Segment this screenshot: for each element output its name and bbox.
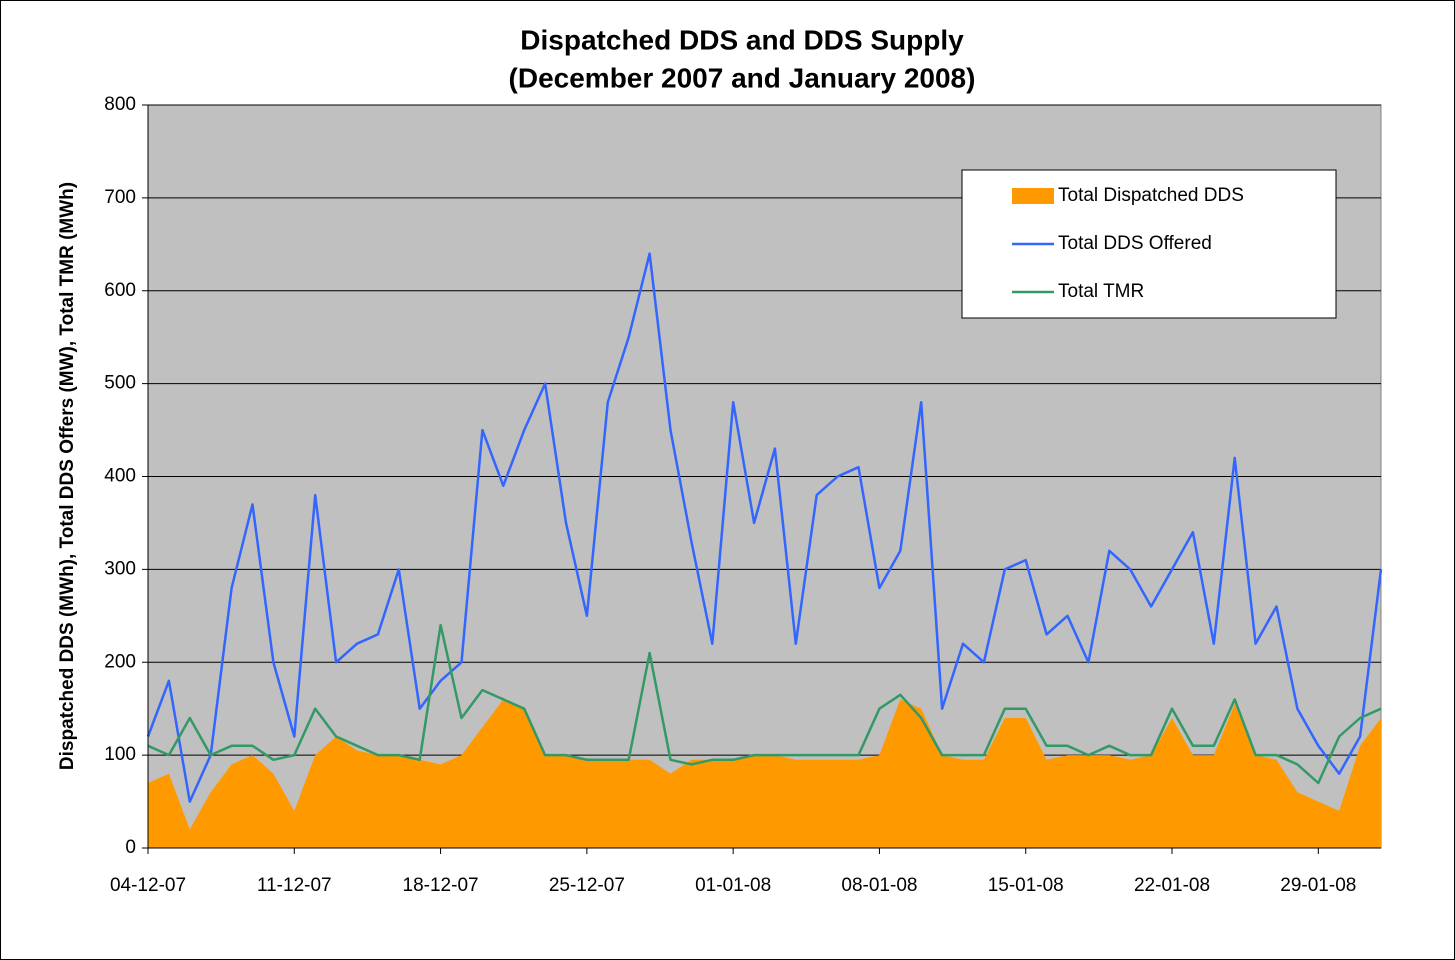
x-tick-label: 15-01-08 xyxy=(988,875,1064,896)
x-tick-label: 29-01-08 xyxy=(1280,875,1356,896)
y-tick-label: 100 xyxy=(104,744,136,765)
line xyxy=(147,623,1382,785)
y-tick-label: 200 xyxy=(104,651,136,672)
y-tick-label: 400 xyxy=(104,466,136,487)
y-tick-label: 600 xyxy=(104,280,136,301)
series-layer xyxy=(146,252,1383,848)
legend-label: Total TMR xyxy=(1058,281,1144,302)
legend-label: Total Dispatched DDS xyxy=(1058,185,1244,206)
y-tick-label: 0 xyxy=(125,837,136,858)
y-axis-label: Dispatched DDS (MWh), Total DDS Offers (… xyxy=(57,182,78,770)
y-tick-label: 500 xyxy=(104,373,136,394)
legend: Total Dispatched DDS Total DDS Offered Tot… xyxy=(961,169,1337,319)
x-tick-label: 11-12-07 xyxy=(257,875,332,896)
x-tick-label: 04-12-07 xyxy=(110,875,186,896)
chart-title: (December 2007 and January 2008) xyxy=(509,62,976,93)
chart-title: Dispatched DDS and DDS Supply xyxy=(520,24,964,55)
line xyxy=(146,252,1383,803)
legend-swatch xyxy=(1012,188,1054,204)
y-tick-label: 300 xyxy=(104,558,136,579)
x-tick-label: 25-12-07 xyxy=(549,875,625,896)
legend-label: Total DDS Offered xyxy=(1058,233,1212,254)
area xyxy=(148,699,1381,848)
x-tick-label: 08-01-08 xyxy=(841,875,917,896)
x-tick-label: 22-01-08 xyxy=(1134,875,1210,896)
y-tick-label: 700 xyxy=(104,187,136,208)
x-tick-label: 01-01-08 xyxy=(695,875,771,896)
y-tick-label: 800 xyxy=(104,94,136,115)
x-tick-label: 18-12-07 xyxy=(403,875,479,896)
